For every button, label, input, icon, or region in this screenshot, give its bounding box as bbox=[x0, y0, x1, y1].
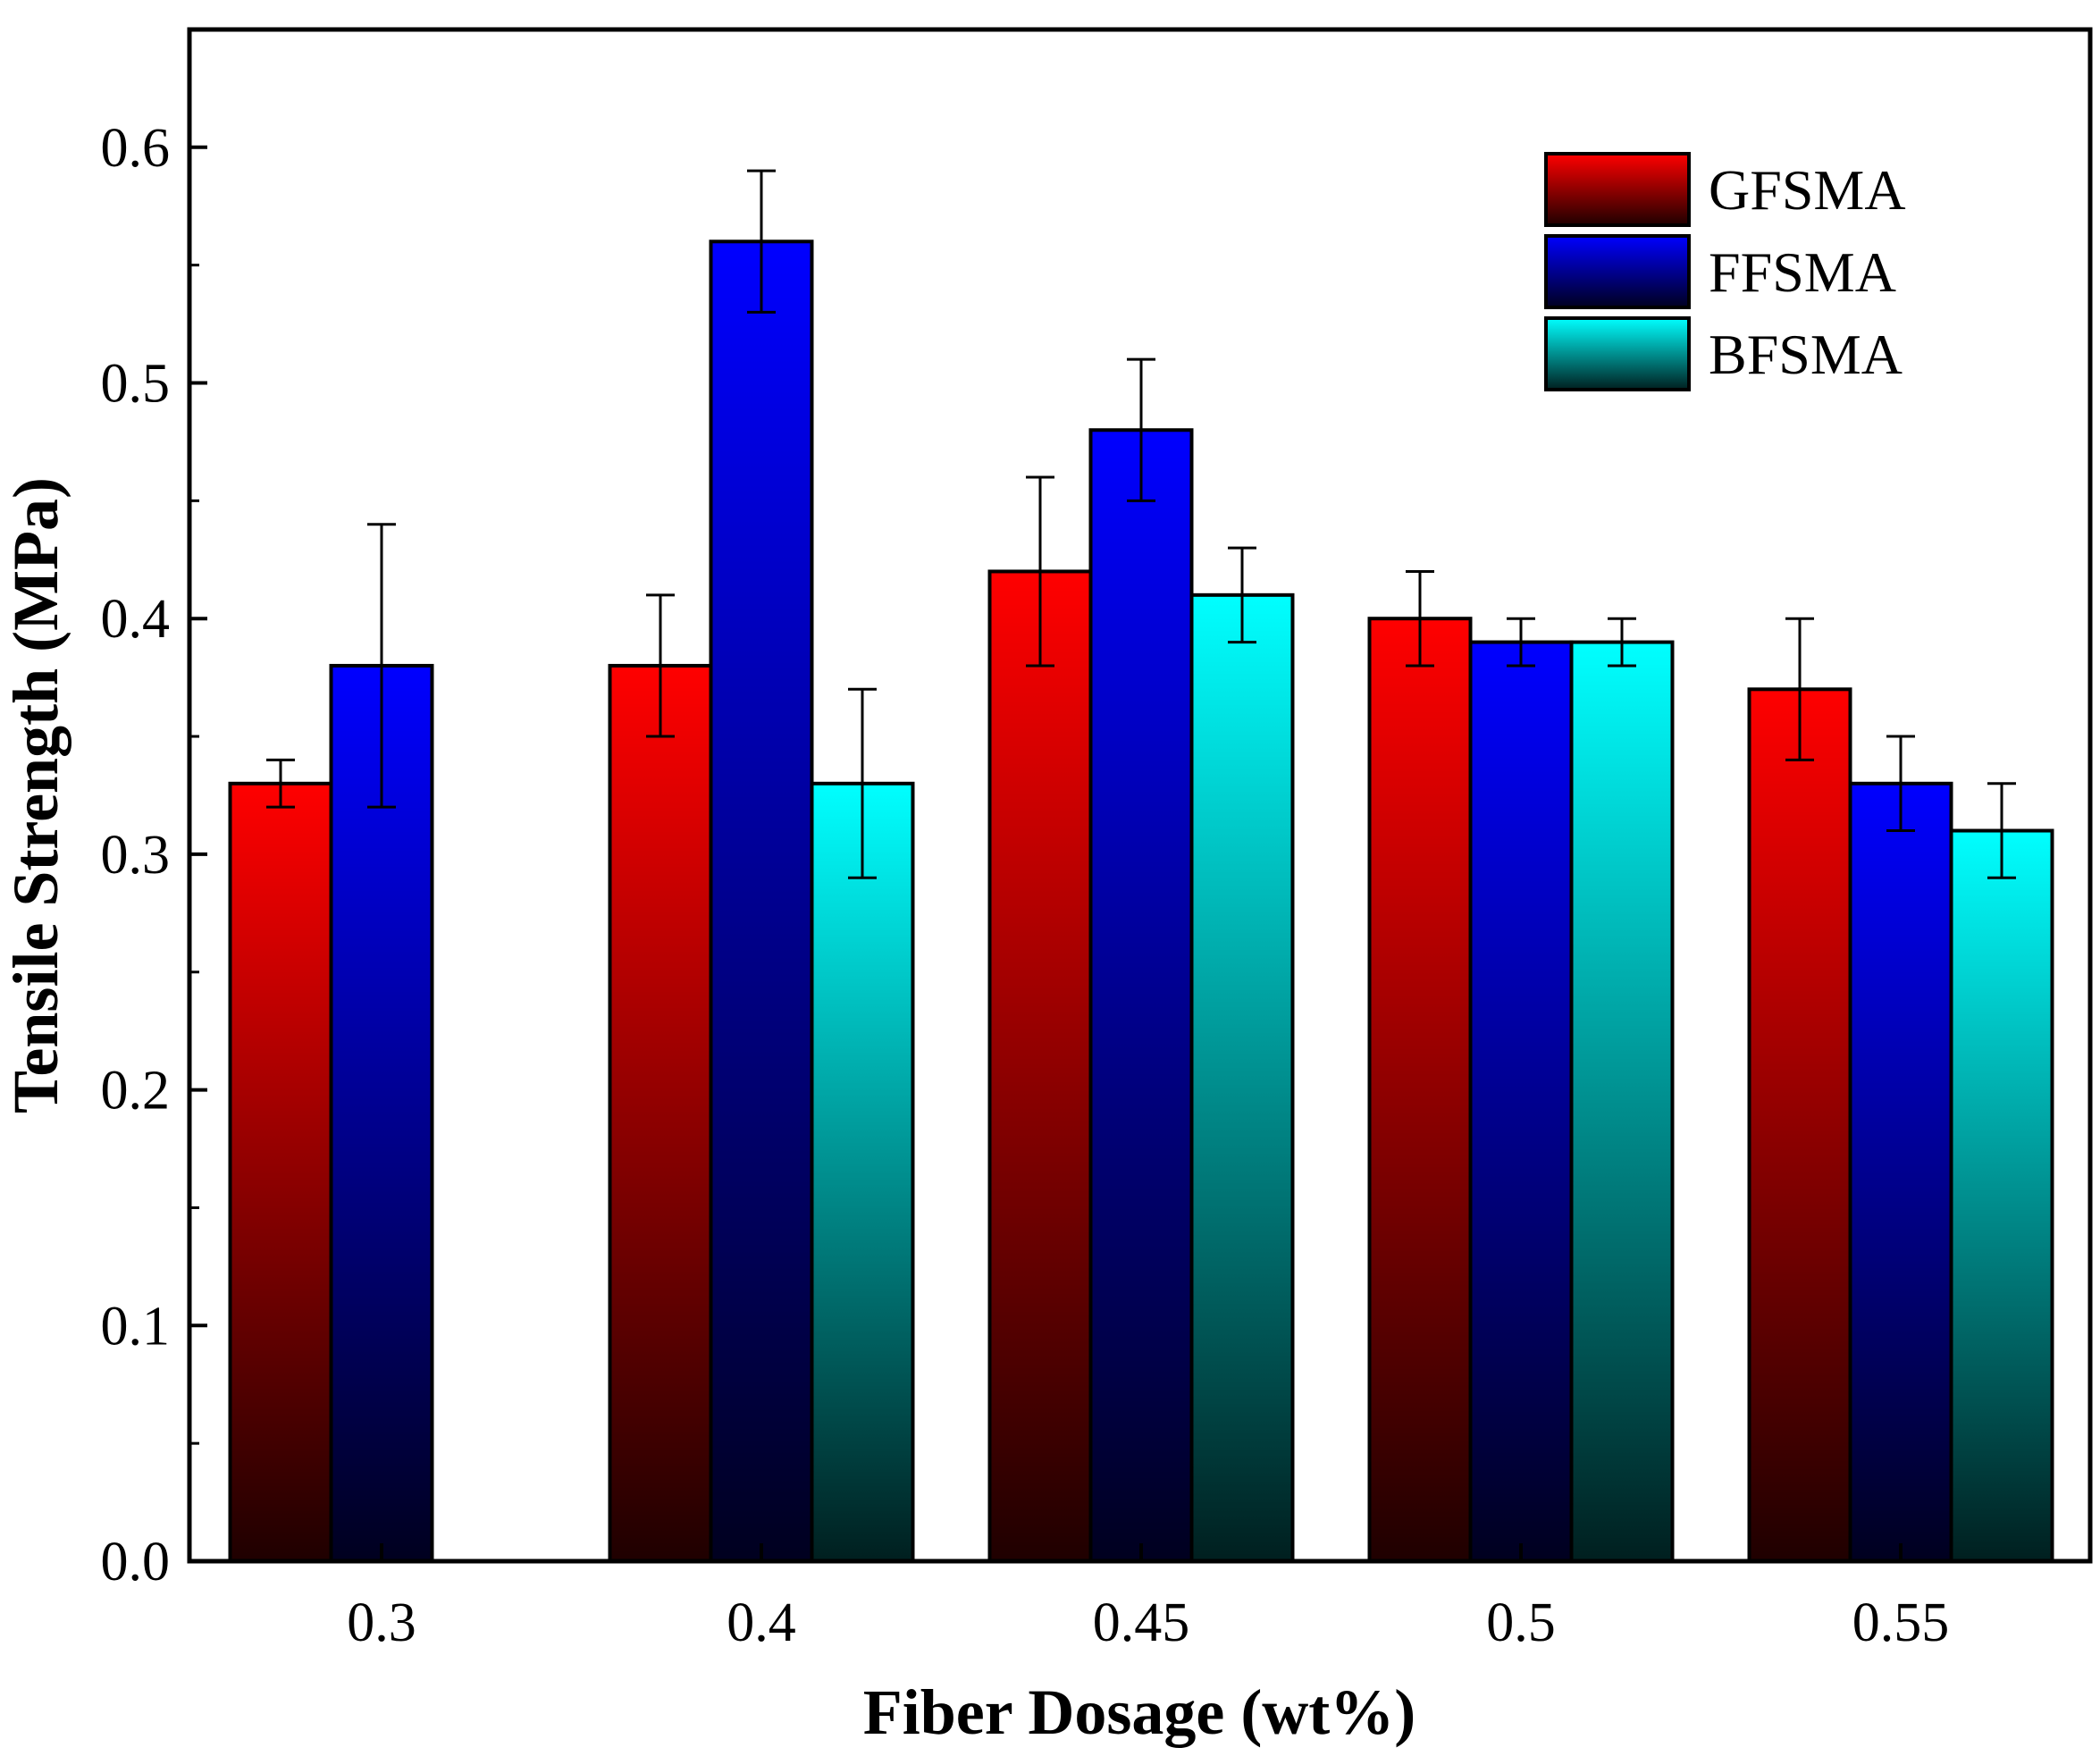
y-tick-label: 0.2 bbox=[101, 1061, 171, 1122]
error-bars-layer bbox=[266, 169, 2016, 879]
error-bar-ffsma-0.5 bbox=[1507, 617, 1535, 668]
y-tick-label: 0.5 bbox=[101, 354, 171, 415]
y-axis-title: Tensile Strength (MPa) bbox=[0, 477, 71, 1113]
legend-swatch-gfsma bbox=[1544, 152, 1691, 227]
x-axis-title: Fiber Dosage (wt%) bbox=[863, 1676, 1416, 1748]
legend-swatch-ffsma bbox=[1544, 234, 1691, 309]
bar-gfsma-0.4 bbox=[608, 663, 713, 1563]
y-tick-label: 0.3 bbox=[101, 825, 171, 886]
bar-ffsma-0.55 bbox=[1848, 781, 1953, 1563]
x-tick-label: 0.55 bbox=[1852, 1592, 1950, 1653]
error-bar-bfsma-0.5 bbox=[1608, 617, 1636, 668]
error-bar-bfsma-0.4 bbox=[848, 687, 877, 879]
y-axis: 0.0 0.1 0.2 0.3 0.4 0.5 0.6 bbox=[101, 118, 207, 1592]
bar-bfsma-0.5 bbox=[1569, 640, 1675, 1564]
bar-gfsma-0.3 bbox=[228, 781, 333, 1563]
error-bar-gfsma-0.4 bbox=[646, 593, 675, 738]
error-bar-ffsma-0.3 bbox=[367, 523, 396, 809]
error-bar-bfsma-0.45 bbox=[1228, 546, 1256, 644]
error-bar-gfsma-0.3 bbox=[266, 758, 295, 809]
y-tick-label: 0.1 bbox=[101, 1296, 171, 1357]
error-bar-gfsma-0.45 bbox=[1026, 475, 1054, 668]
bar-ffsma-0.5 bbox=[1468, 640, 1574, 1564]
bar-ffsma-0.4 bbox=[709, 239, 814, 1563]
legend: GFSMA FFSMA BFSMA bbox=[1544, 152, 1906, 391]
error-bar-gfsma-0.5 bbox=[1406, 569, 1434, 668]
bar-bfsma-0.4 bbox=[810, 781, 915, 1563]
error-bar-ffsma-0.55 bbox=[1886, 735, 1915, 833]
x-tick-label: 0.5 bbox=[1486, 1592, 1556, 1653]
bar-ffsma-0.45 bbox=[1088, 428, 1194, 1563]
error-bar-ffsma-0.4 bbox=[747, 169, 776, 314]
bar-bfsma-0.55 bbox=[1949, 828, 2054, 1563]
x-axis: 0.3 0.4 0.45 0.5 0.55 bbox=[347, 1543, 1949, 1653]
x-tick-label: 0.3 bbox=[347, 1592, 416, 1653]
bar-gfsma-0.55 bbox=[1747, 687, 1852, 1563]
error-bar-bfsma-0.55 bbox=[1987, 782, 2016, 879]
y-tick-label: 0.4 bbox=[101, 589, 171, 650]
legend-label-gfsma: GFSMA bbox=[1709, 158, 1906, 222]
y-tick-label: 0.0 bbox=[101, 1532, 171, 1592]
bar-ffsma-0.3 bbox=[329, 663, 434, 1563]
bar-gfsma-0.45 bbox=[987, 569, 1093, 1564]
x-tick-label: 0.4 bbox=[727, 1592, 796, 1653]
legend-swatch-bfsma bbox=[1544, 316, 1691, 391]
x-tick-label: 0.45 bbox=[1093, 1592, 1190, 1653]
bar-gfsma-0.5 bbox=[1367, 617, 1473, 1564]
error-bar-gfsma-0.55 bbox=[1785, 617, 1814, 761]
y-tick-label: 0.6 bbox=[101, 118, 171, 179]
legend-label-ffsma: FFSMA bbox=[1709, 240, 1896, 304]
legend-label-bfsma: BFSMA bbox=[1709, 323, 1903, 386]
bars-layer bbox=[228, 239, 2054, 1564]
bar-bfsma-0.45 bbox=[1189, 592, 1295, 1564]
error-bar-ffsma-0.45 bbox=[1127, 357, 1155, 502]
